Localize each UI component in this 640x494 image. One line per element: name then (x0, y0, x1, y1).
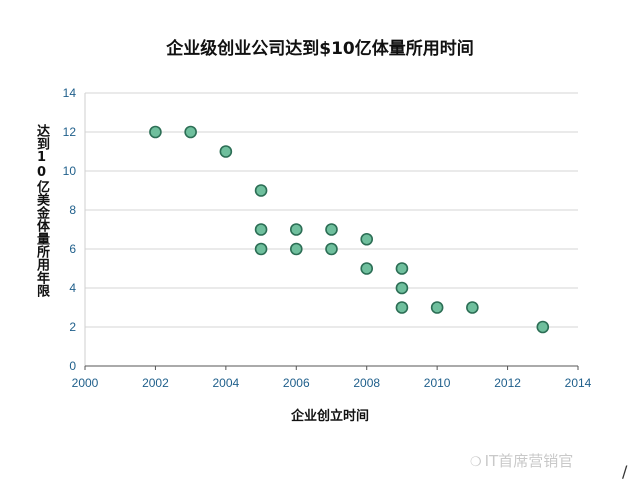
chart-title: 企业级创业公司达到$10亿体量所用时间 (166, 39, 474, 59)
watermark: ❍ IT首席营销官 (470, 450, 573, 471)
y-tick-label: 14 (63, 86, 77, 100)
data-point (536, 320, 550, 334)
x-tick-label: 2006 (283, 376, 310, 390)
data-point (254, 184, 268, 197)
data-point (219, 145, 233, 158)
y-tick-label: 0 (69, 359, 76, 373)
data-point (254, 223, 268, 236)
edge-mark: / (622, 462, 628, 481)
data-point (325, 223, 338, 236)
x-tick-label: 2010 (424, 376, 451, 390)
data-point (466, 301, 479, 314)
data-point (395, 262, 409, 275)
y-axis-label: 达到10亿美金体量所用年限 (34, 124, 49, 297)
data-points (149, 125, 550, 334)
data-point (395, 301, 409, 314)
x-tick-label: 2000 (72, 376, 99, 390)
data-point (289, 242, 303, 256)
data-point (360, 262, 374, 275)
watermark-text: IT首席营销官 (484, 452, 574, 470)
x-tick-label: 2004 (213, 376, 240, 390)
axes (84, 93, 579, 370)
x-tick-label: 2012 (494, 376, 521, 390)
data-point (289, 223, 303, 236)
data-point (430, 301, 444, 314)
y-tick-label: 6 (69, 242, 76, 256)
data-point (149, 125, 162, 139)
data-point (184, 125, 197, 139)
y-tick-label: 12 (63, 125, 77, 139)
y-tick-label: 2 (69, 320, 76, 334)
grid-lines (85, 92, 578, 328)
x-tick-label: 2008 (353, 376, 380, 390)
wechat-icon: ❍ (470, 455, 482, 470)
x-tick-label: 2014 (565, 376, 592, 390)
y-tick-labels: 0 2 4 6 8 10 12 14 (63, 86, 77, 373)
x-tick-labels: 2000 2002 2004 2006 2008 2010 2012 2014 (72, 376, 592, 390)
y-tick-label: 4 (69, 281, 76, 295)
data-point (395, 281, 409, 295)
data-point (254, 242, 268, 256)
y-tick-label: 10 (63, 164, 77, 178)
y-tick-label: 8 (69, 203, 76, 217)
data-point (325, 242, 338, 256)
x-tick-label: 2002 (142, 376, 169, 390)
x-axis-label: 企业创立时间 (290, 409, 369, 424)
data-point (360, 232, 374, 246)
